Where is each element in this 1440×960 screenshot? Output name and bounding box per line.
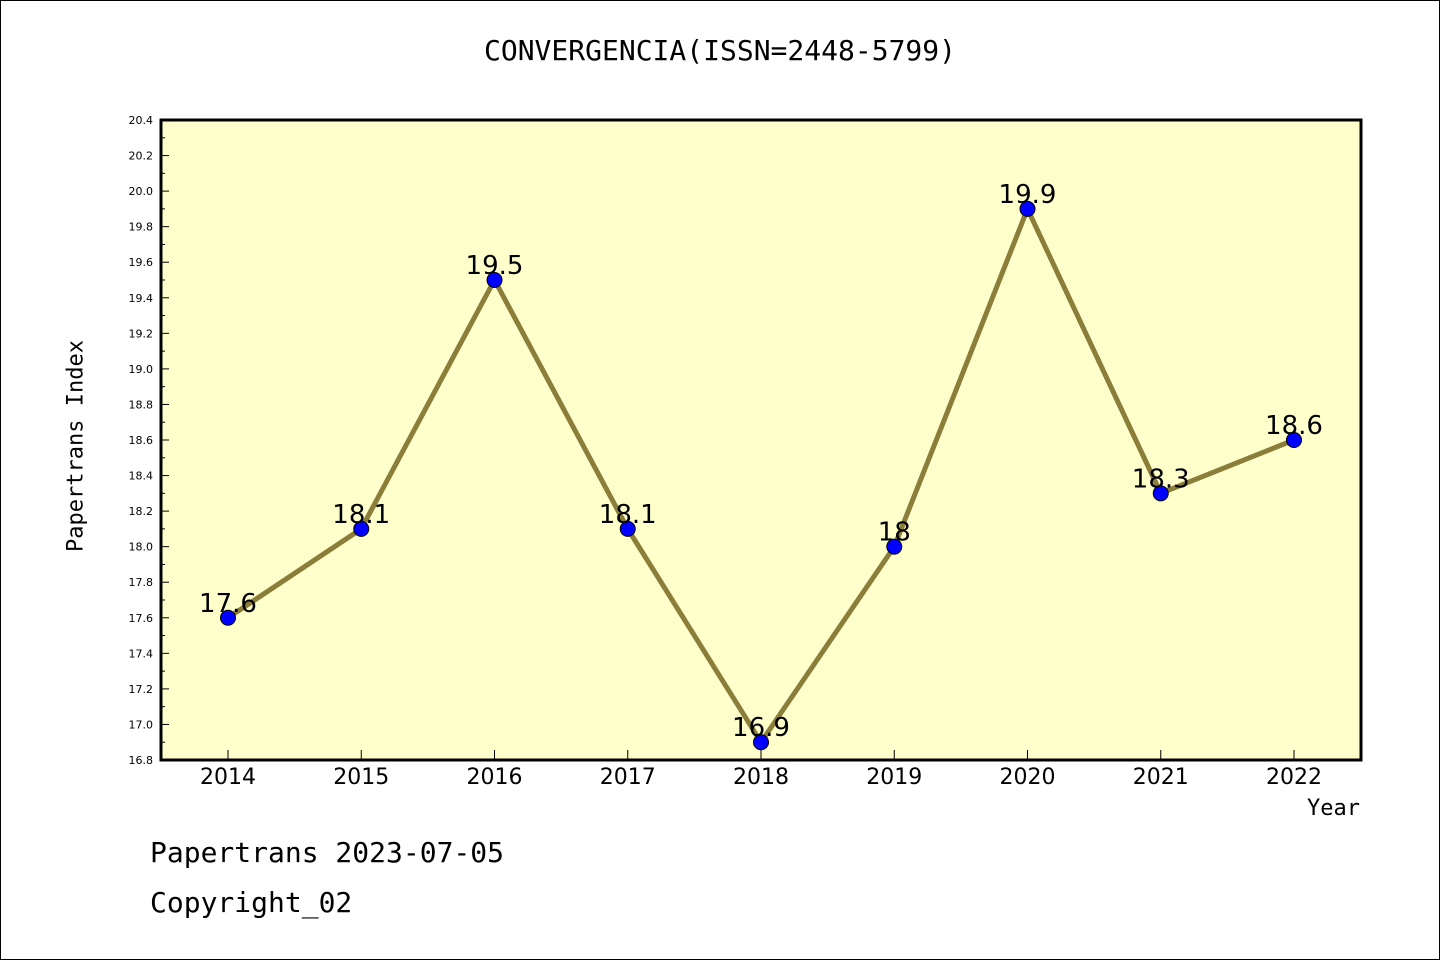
x-tick-label: 2019 [866, 765, 922, 790]
y-tick-label: 16.8 [129, 754, 154, 767]
y-tick-label: 19.2 [129, 327, 154, 340]
y-tick-label: 19.4 [129, 292, 154, 305]
data-label: 18.1 [599, 500, 657, 530]
x-tick-label: 2017 [600, 765, 656, 790]
data-label: 19.9 [999, 180, 1057, 210]
y-tick-label: 17.2 [129, 683, 154, 696]
y-tick-label: 20.0 [129, 185, 154, 198]
y-tick-label: 17.6 [129, 612, 154, 625]
x-tick-label: 2016 [467, 765, 523, 790]
data-label: 18.1 [332, 500, 390, 530]
x-tick-label: 2020 [1000, 765, 1056, 790]
y-tick-label: 19.0 [129, 363, 154, 376]
y-tick-label: 18.6 [129, 434, 154, 447]
y-tick-label: 17.4 [129, 647, 154, 660]
y-tick-label: 17.0 [129, 718, 154, 731]
data-label: 18.6 [1265, 411, 1323, 441]
y-tick-label: 17.8 [129, 576, 154, 589]
y-tick-label: 18.8 [129, 398, 154, 411]
y-tick-label: 18.0 [129, 541, 154, 554]
x-tick-label: 2014 [200, 765, 256, 790]
y-tick-label: 20.4 [129, 114, 154, 127]
data-label: 16.9 [732, 713, 790, 743]
x-tick-label: 2022 [1266, 765, 1322, 790]
data-label: 19.5 [466, 251, 524, 281]
data-label: 17.6 [199, 589, 257, 619]
y-tick-label: 18.2 [129, 505, 154, 518]
footer-date: Papertrans 2023-07-05 [150, 836, 504, 869]
y-tick-label: 20.2 [129, 150, 154, 163]
y-tick-label: 19.6 [129, 256, 154, 269]
x-tick-label: 2021 [1133, 765, 1189, 790]
y-tick-label: 18.4 [129, 470, 154, 483]
y-tick-label: 19.8 [129, 221, 154, 234]
footer-copyright: Copyright_02 [150, 886, 352, 919]
x-tick-label: 2018 [733, 765, 789, 790]
plot-area [161, 120, 1361, 760]
data-label: 18 [878, 518, 911, 548]
x-tick-label: 2015 [333, 765, 389, 790]
data-label: 18.3 [1132, 464, 1190, 494]
